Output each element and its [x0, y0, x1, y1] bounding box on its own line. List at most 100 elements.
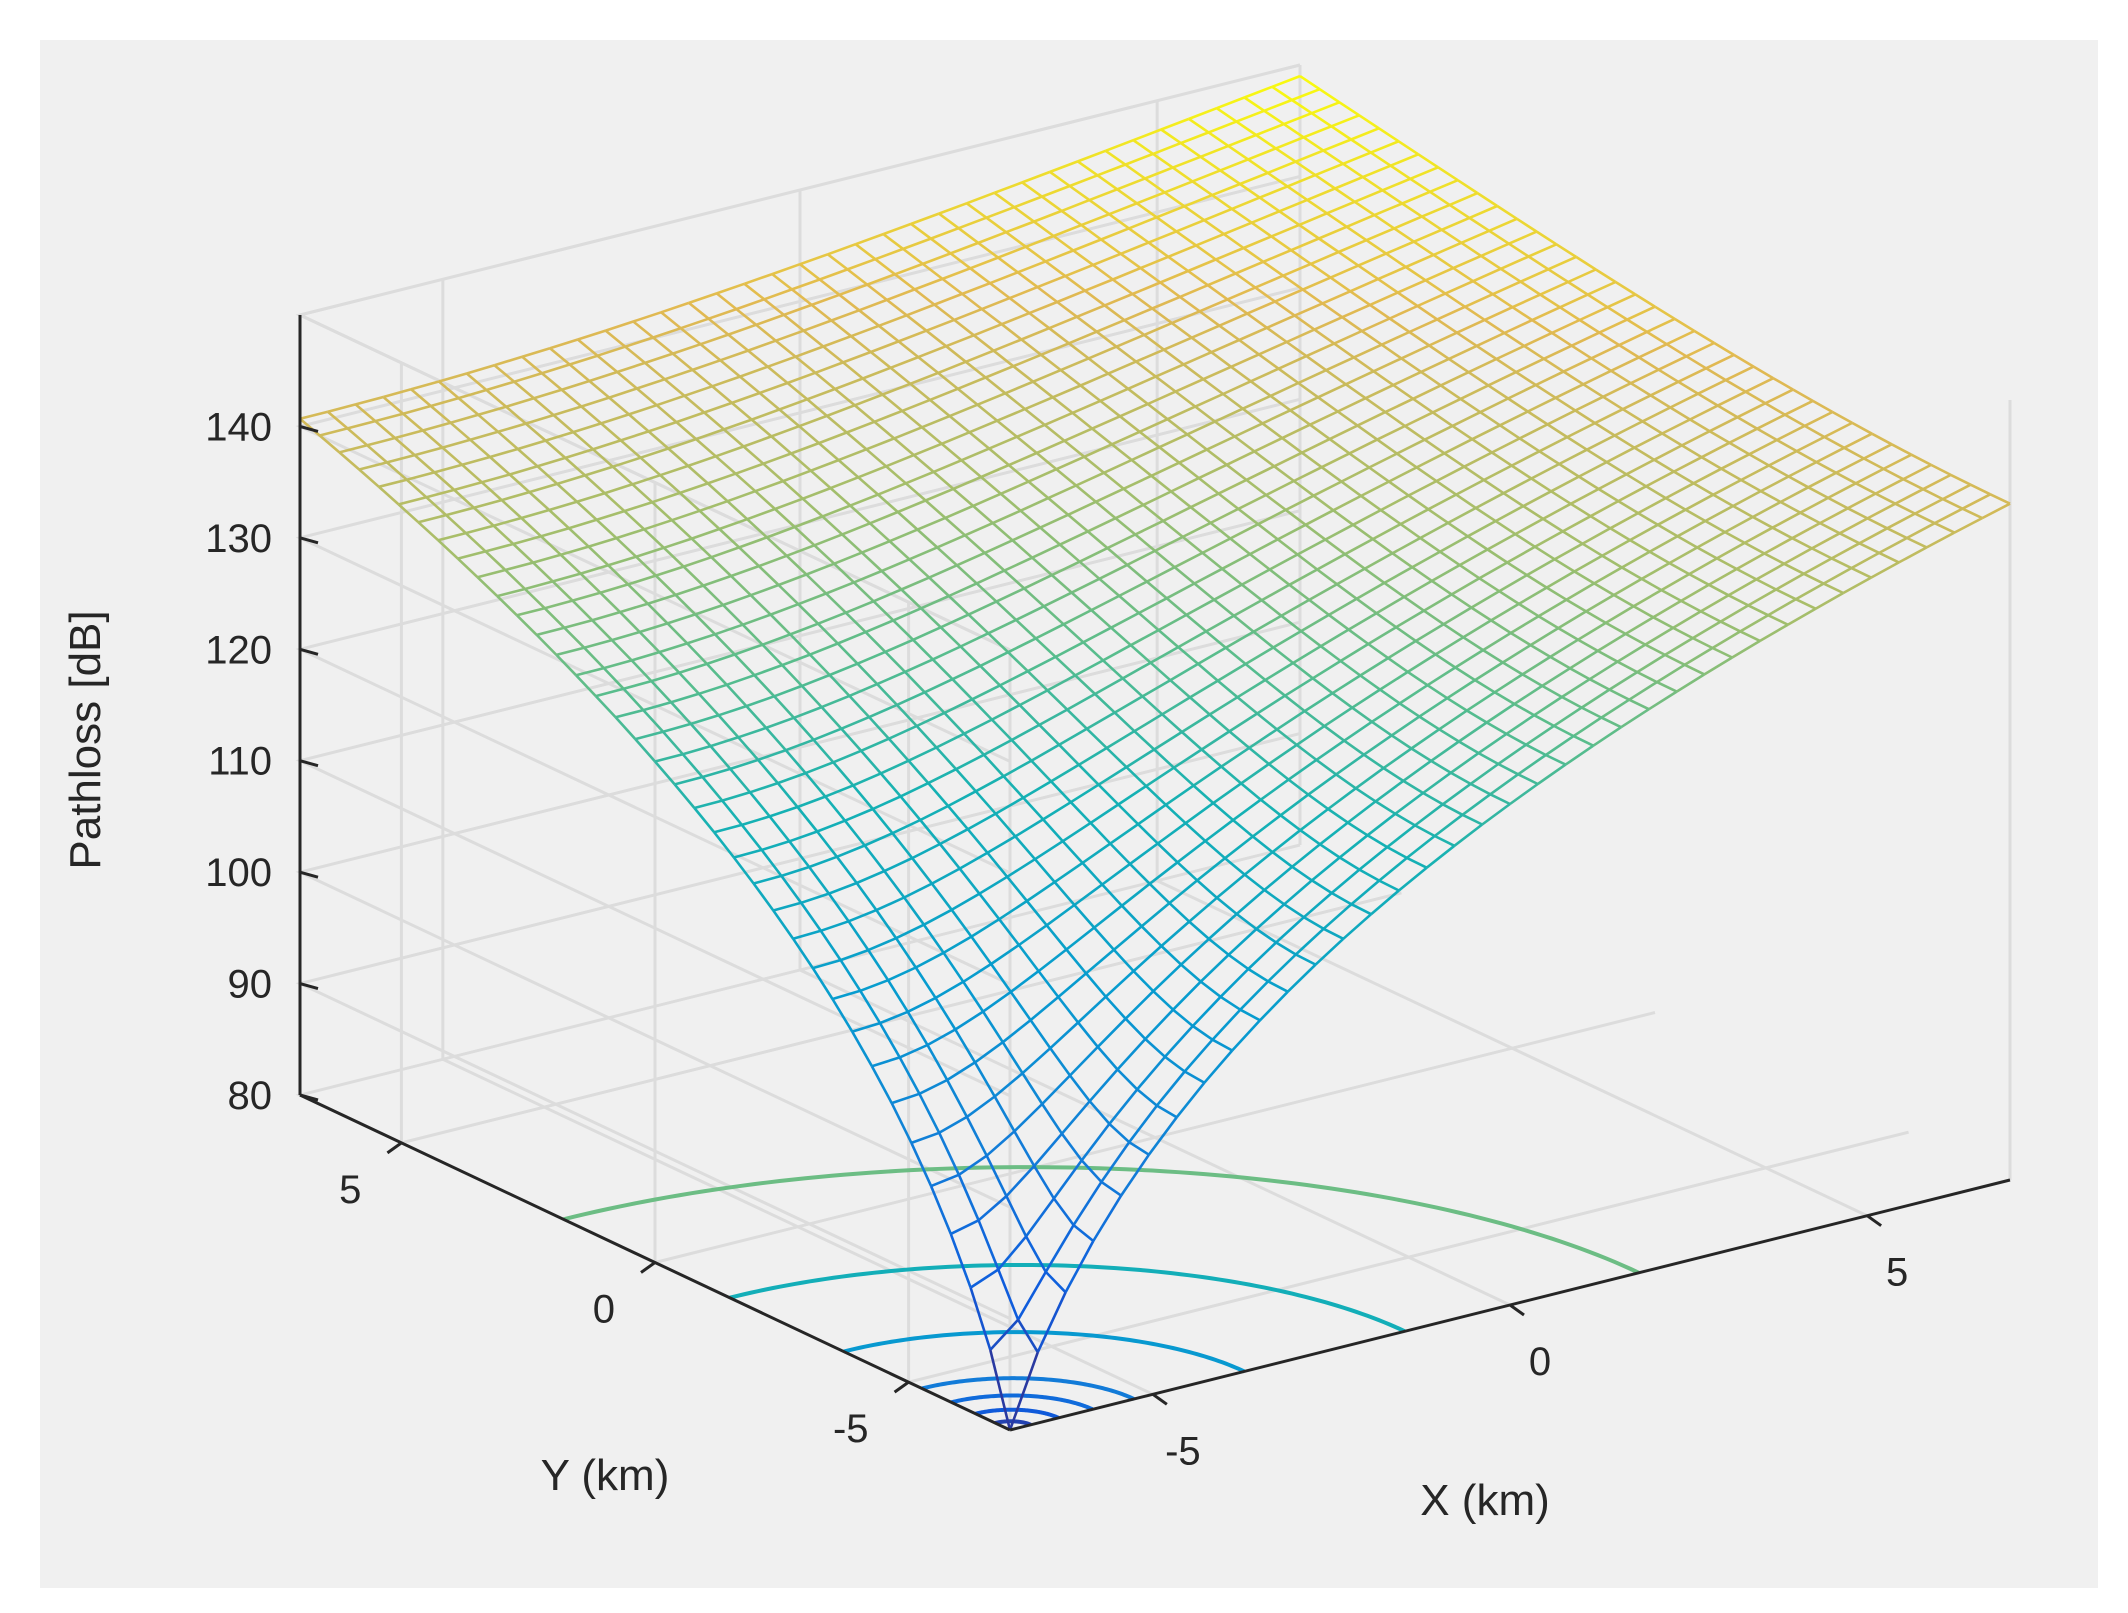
surface-grid-line	[437, 539, 459, 560]
surface-grid-line	[953, 307, 983, 322]
surface-grid-line	[874, 258, 896, 276]
surface-grid-line	[1554, 558, 1576, 573]
surface-grid-line	[1149, 645, 1179, 664]
surface-grid-line	[1377, 278, 1399, 294]
surface-grid-line	[1157, 613, 1188, 632]
surface-grid-line	[1712, 493, 1734, 508]
surface-grid-line	[1668, 561, 1690, 576]
surface-grid-line	[811, 967, 834, 1000]
surface-grid-line	[1503, 331, 1525, 348]
surface-grid-line	[1442, 623, 1465, 639]
surface-grid-line	[1570, 487, 1600, 505]
surface-grid-line	[607, 564, 630, 586]
y-tick-mark	[386, 1141, 403, 1155]
surface-grid-line	[528, 491, 551, 511]
surface-grid-line	[760, 849, 783, 877]
surface-grid-line	[755, 313, 785, 327]
surface-grid-line	[1573, 554, 1603, 573]
surface-grid-line	[604, 329, 627, 348]
surface-grid-line	[1007, 637, 1037, 654]
surface-grid-line	[1016, 423, 1046, 438]
surface-grid-line	[1353, 343, 1383, 359]
surface-grid-line	[1218, 312, 1248, 327]
surface-grid-line	[319, 427, 348, 437]
surface-grid-line	[881, 393, 904, 412]
surface-grid-line	[1049, 160, 1079, 174]
surface-grid-line	[1522, 505, 1544, 520]
surface-grid-line	[950, 241, 979, 255]
surface-grid-line	[1330, 114, 1360, 128]
surface-grid-line	[741, 623, 764, 646]
surface-grid-line	[954, 1010, 984, 1031]
surface-grid-line	[1249, 553, 1271, 571]
surface-grid-line	[731, 391, 761, 405]
surface-grid-line	[1078, 560, 1101, 580]
surface-grid-line	[1018, 924, 1048, 947]
surface-grid-line	[733, 848, 763, 859]
surface-grid-line	[646, 602, 669, 625]
surface-grid-line	[1788, 460, 1817, 478]
surface-grid-line	[612, 456, 642, 468]
surface-grid-line	[1423, 609, 1445, 626]
surface-grid-line	[1650, 380, 1679, 397]
surface-grid-line	[564, 448, 594, 460]
surface-grid-line	[445, 514, 467, 535]
surface-grid-line	[766, 525, 796, 539]
surface-grid-line	[640, 447, 669, 459]
contour-line	[729, 1262, 1406, 1334]
surface-grid-line	[572, 422, 602, 434]
surface-grid-line	[1102, 644, 1132, 662]
surface-grid-line	[879, 1010, 909, 1025]
surface-grid-line	[761, 643, 784, 667]
surface-grid-line	[836, 642, 859, 665]
surface-grid-line	[1254, 286, 1276, 303]
surface-grid-line	[1082, 626, 1112, 644]
surface-grid-line	[1358, 846, 1389, 871]
surface-grid-line	[1180, 142, 1202, 158]
surface-grid-line	[929, 387, 959, 402]
surface-grid-line	[777, 584, 800, 606]
surface-grid-line	[1460, 241, 1482, 257]
surface-grid-line	[1231, 196, 1261, 211]
surface-grid-line	[429, 405, 452, 424]
surface-grid-line	[993, 1095, 1016, 1132]
surface-grid-line	[615, 708, 644, 719]
surface-grid-line	[611, 465, 634, 486]
surface-grid-line	[1109, 823, 1139, 845]
surface-grid-line	[1489, 793, 1511, 806]
surface-grid-line	[1196, 879, 1218, 899]
x-tick-mark	[1866, 1214, 1883, 1227]
surface-grid-line	[1295, 149, 1324, 163]
surface-grid-line	[944, 504, 974, 520]
surface-grid-line	[977, 230, 1007, 245]
surface-grid-line	[876, 683, 898, 706]
surface-grid-line	[1108, 1122, 1131, 1144]
surface-grid-line	[1499, 424, 1521, 440]
surface-grid-line	[1724, 515, 1754, 534]
surface-grid-line	[831, 998, 854, 1033]
surface-grid-line	[1720, 620, 1741, 633]
surface-grid-line	[1360, 480, 1390, 498]
surface-grid-line	[597, 345, 626, 357]
surface-grid-line	[1446, 697, 1468, 712]
surface-grid-line	[1374, 800, 1396, 815]
surface-grid-line	[904, 670, 926, 694]
surface-grid-line	[1616, 660, 1638, 674]
x-tick-mark	[1151, 1393, 1168, 1406]
surface-grid-line	[1097, 783, 1120, 806]
surface-grid-line	[1000, 323, 1023, 341]
surface-grid-line	[1467, 535, 1489, 551]
surface-grid-line	[1284, 694, 1306, 713]
surface-grid-line	[758, 565, 780, 586]
surface-grid-line	[1017, 271, 1039, 289]
surface-grid-line	[1115, 345, 1137, 363]
surface-grid-line	[425, 496, 447, 517]
surface-grid-line	[998, 899, 1028, 921]
surface-grid-line	[1625, 473, 1647, 488]
surface-grid-line	[1128, 1141, 1150, 1156]
surface-grid-line	[1112, 266, 1142, 281]
surface-grid-line	[1173, 566, 1196, 585]
surface-grid-line	[1559, 306, 1581, 322]
surface-grid-line	[1402, 779, 1424, 795]
surface-grid-line	[1057, 996, 1080, 1024]
